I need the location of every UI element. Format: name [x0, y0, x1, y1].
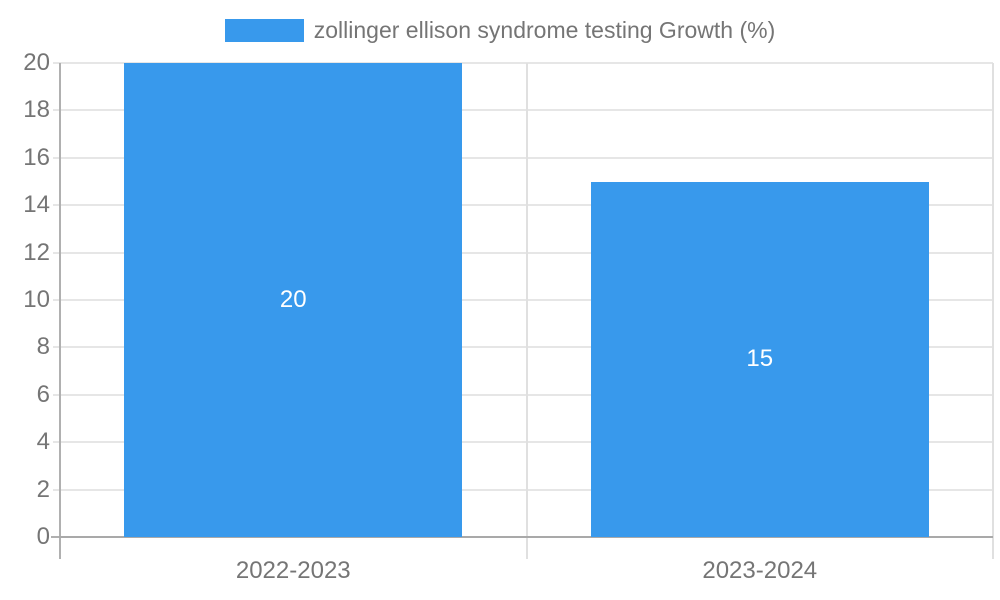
- y-axis-line: [59, 63, 61, 559]
- legend-swatch-icon: [224, 19, 304, 42]
- gridline: [53, 62, 993, 64]
- gridline: [992, 63, 994, 537]
- gridline: [53, 156, 993, 159]
- y-tick-label: 0: [36, 523, 50, 550]
- chart-legend[interactable]: zollinger ellison syndrome testing Growt…: [0, 18, 1000, 43]
- gridline: [53, 299, 993, 301]
- y-tick-label: 20: [23, 49, 50, 76]
- gridline: [53, 488, 993, 491]
- y-tick-label: 14: [23, 191, 50, 219]
- gridline: [525, 63, 528, 537]
- y-tick-label: 12: [23, 238, 50, 266]
- y-tick-label: 8: [36, 333, 50, 361]
- legend-label: zollinger ellison syndrome testing Growt…: [313, 17, 776, 43]
- gridline: [53, 109, 993, 112]
- y-tick-label: 6: [36, 380, 50, 408]
- x-tick-label: 2023-2024: [702, 557, 818, 584]
- bar-value-label: 20: [279, 286, 307, 313]
- bar-value-label: 15: [746, 345, 774, 373]
- y-tick-label: 4: [36, 428, 50, 456]
- bar[interactable]: 20: [124, 63, 463, 537]
- x-tick-label: 2022-2023: [235, 557, 351, 584]
- y-tick-label: 16: [23, 143, 50, 171]
- bar[interactable]: 15: [590, 181, 929, 537]
- zero-tick: [51, 536, 60, 538]
- x-tick-mark: [992, 537, 994, 559]
- y-tick-label: 10: [23, 286, 50, 313]
- gridline: [53, 441, 993, 444]
- x-tick-mark: [525, 537, 528, 559]
- gridline: [53, 251, 993, 254]
- x-axis-line: [59, 536, 993, 538]
- y-tick-label: 18: [23, 96, 50, 124]
- gridline: [53, 346, 993, 349]
- y-tick-label: 2: [36, 475, 50, 503]
- gridline: [53, 204, 993, 207]
- gridline: [53, 393, 993, 396]
